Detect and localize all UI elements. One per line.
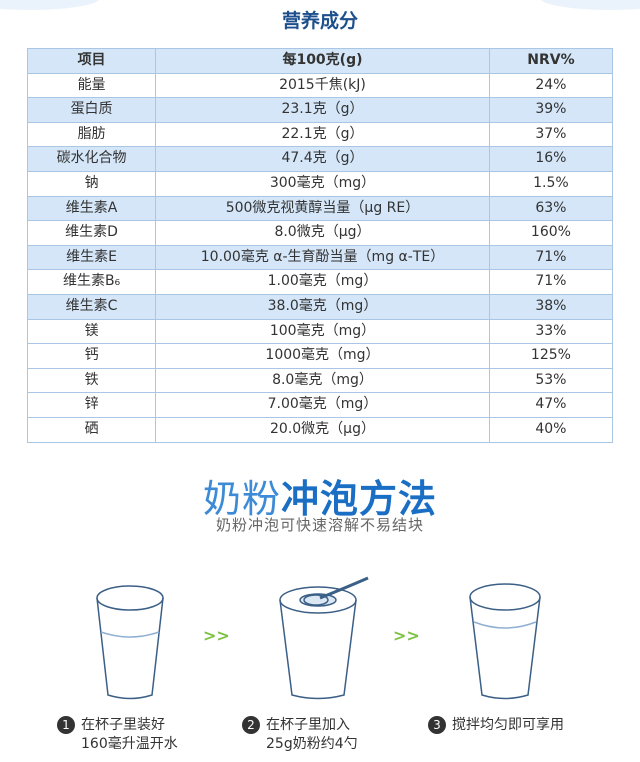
table-cell: 硒 (27, 417, 155, 442)
step-line: 160毫升温开水 (81, 736, 178, 752)
table-cell: 维生素D (27, 221, 155, 245)
table-cell: 500微克视黄醇当量（μg RE） (155, 196, 489, 221)
step-line: 在杯子里加入 (266, 717, 350, 733)
table-cell: 71% (488, 245, 613, 270)
table-row: 维生素A 500微克视黄醇当量（μg RE） 63% (27, 196, 613, 222)
table-row: 维生素D 8.0微克（μg） 160% (27, 221, 613, 246)
step-line: 搅拌均匀即可享用 (452, 717, 564, 733)
table-row: 铁 8.0毫克（mg） 53% (27, 368, 613, 394)
header-row: 项目 每100克(g) NRV% (27, 49, 613, 74)
nutrition-table: 项目 每100克(g) NRV% 能量 2015千焦(kJ) 24% 蛋白质 23.1克（g）… (27, 48, 613, 443)
table-cell: 镁 (27, 319, 155, 344)
table-cell: 71% (488, 270, 613, 294)
table-cell: 33% (488, 319, 613, 344)
table-row: 维生素B₆ 1.00毫克（mg） 71% (27, 270, 613, 295)
title: 营养成分 (281, 10, 358, 32)
table-cell: 能量 (27, 73, 155, 98)
table-cell: 20.0微克（μg） (155, 417, 489, 442)
table-cell: 160% (488, 221, 613, 245)
cup-3 (469, 583, 541, 700)
table-cell: 125% (488, 344, 613, 368)
table-cell: 蛋白质 (27, 98, 155, 122)
table-cell: 53% (488, 368, 613, 393)
table-row: 能量 2015千焦(kJ) 24% (27, 73, 613, 99)
step-line: 25g奶粉约4勺 (266, 736, 358, 752)
table-row: 钙 1000毫克（mg） 125% (27, 344, 613, 369)
table-row: 维生素C 38.0毫克（mg） 38% (27, 294, 613, 320)
table-cell: 300毫克（mg） (155, 171, 489, 196)
table-cell: 8.0微克（μg） (155, 221, 489, 245)
table-cell: 47% (488, 393, 613, 417)
arrow: >> (203, 626, 230, 645)
table-cell: 22.1克（g） (155, 122, 489, 147)
table-cell: 7.00毫克（mg） (155, 393, 489, 417)
table-cell: 1000毫克（mg） (155, 344, 489, 368)
table-cell: 24% (488, 73, 613, 98)
table-cell: 37% (488, 122, 613, 147)
corner-decor (0, 0, 100, 10)
table-row: 蛋白质 23.1克（g） 39% (27, 98, 613, 123)
cup-1 (96, 585, 164, 700)
table-row: 镁 100毫克（mg） 33% (27, 319, 613, 345)
table-cell: 40% (488, 417, 613, 442)
step: 3 搅拌均匀即可享用 (428, 716, 564, 735)
table-cell: 碳水化合物 (27, 147, 155, 171)
header-cell: 项目 (27, 49, 155, 73)
header-cell: NRV% (488, 49, 613, 73)
table-cell: 100毫克（mg） (155, 319, 489, 344)
arrow: >> (393, 626, 420, 645)
table-row: 脂肪 22.1克（g） 37% (27, 122, 613, 148)
table-row: 维生素E 10.00毫克 α-生育酚当量（mg α-TE） 71% (27, 245, 613, 271)
table-cell: 脂肪 (27, 122, 155, 147)
table-cell: 锌 (27, 393, 155, 417)
cup-2 (279, 576, 369, 700)
table-cell: 1.00毫克（mg） (155, 270, 489, 294)
table-cell: 1.5% (488, 171, 613, 196)
table-row: 锌 7.00毫克（mg） 47% (27, 393, 613, 418)
table-cell: 39% (488, 98, 613, 122)
table-cell: 63% (488, 196, 613, 221)
table-row: 钠 300毫克（mg） 1.5% (27, 171, 613, 197)
step-number: 2 (242, 716, 260, 734)
title-bold: 冲泡方法 (281, 477, 438, 521)
step-text: 搅拌均匀即可享用 (452, 716, 564, 735)
table-cell: 维生素E (27, 245, 155, 270)
table-cell: 钠 (27, 171, 155, 196)
table-cell: 维生素B₆ (27, 270, 155, 294)
step-number: 3 (428, 716, 446, 734)
table-cell: 23.1克（g） (155, 98, 489, 122)
step-text: 在杯子里加入 25g奶粉约4勺 (266, 716, 358, 754)
step-number: 1 (57, 716, 75, 734)
method-subtitle: 奶粉冲泡可快速溶解不易结块 (215, 516, 424, 534)
header-cell: 每100克(g) (155, 49, 489, 73)
table-cell: 38% (488, 294, 613, 319)
method-title: 奶粉冲泡方法 (0, 468, 640, 523)
corner-decor (540, 0, 640, 10)
table-cell: 38.0毫克（mg） (155, 294, 489, 319)
table-cell: 16% (488, 147, 613, 171)
table-cell: 10.00毫克 α-生育酚当量（mg α-TE） (155, 245, 489, 270)
table-cell: 47.4克（g） (155, 147, 489, 171)
step-line: 在杯子里装好 (81, 717, 165, 733)
step-text: 在杯子里装好 160毫升温开水 (81, 716, 178, 754)
table-cell: 维生素A (27, 196, 155, 221)
table-cell: 钙 (27, 344, 155, 368)
table-cell: 维生素C (27, 294, 155, 319)
table-cell: 2015千焦(kJ) (155, 73, 489, 98)
table-cell: 铁 (27, 368, 155, 393)
table-cell: 8.0毫克（mg） (155, 368, 489, 393)
title-light: 奶粉 (202, 477, 281, 521)
table-row: 碳水化合物 47.4克（g） 16% (27, 147, 613, 172)
step: 2 在杯子里加入 25g奶粉约4勺 (242, 716, 358, 754)
step: 1 在杯子里装好 160毫升温开水 (57, 716, 178, 754)
table-row: 硒 20.0微克（μg） 40% (27, 417, 613, 443)
